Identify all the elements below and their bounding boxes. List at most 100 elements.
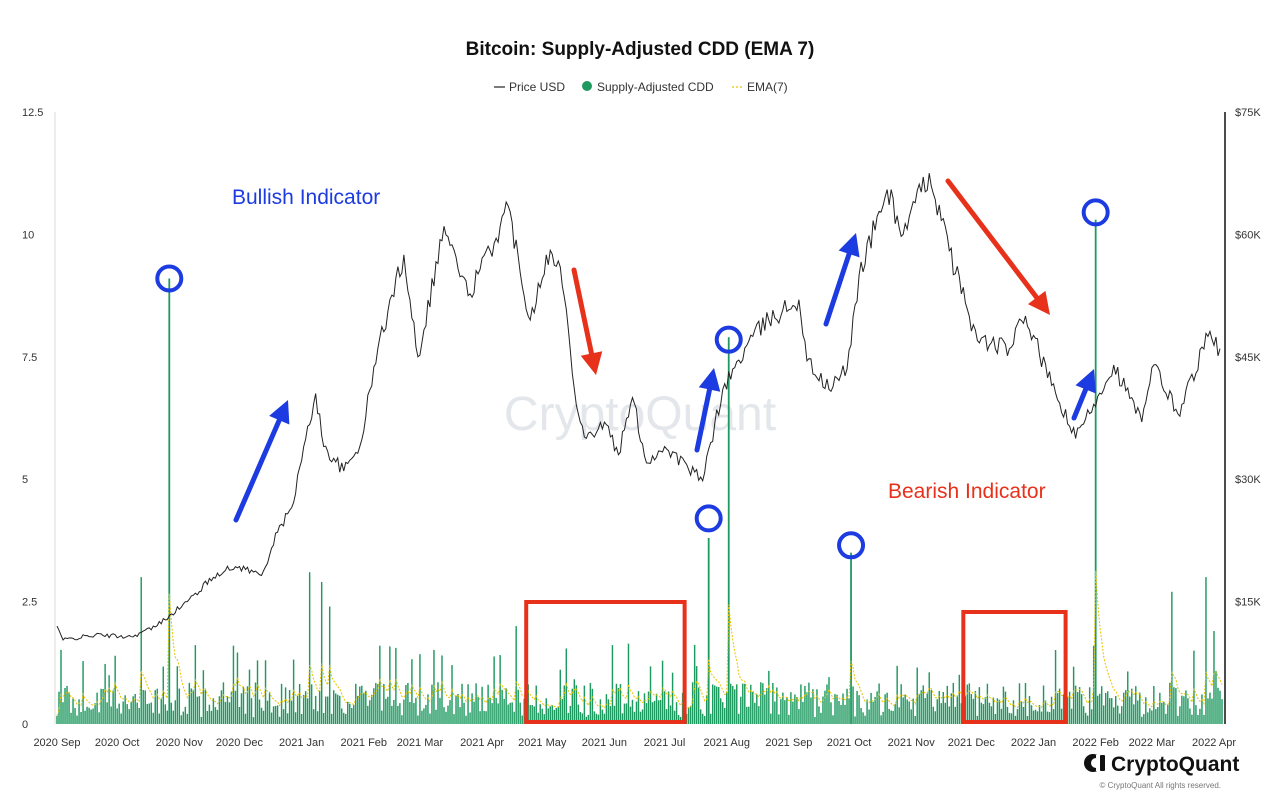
cdd-bar	[1175, 688, 1177, 724]
bullish-arrow	[1071, 369, 1096, 421]
cdd-bar	[874, 696, 876, 724]
cdd-bar	[621, 713, 624, 724]
cdd-bar	[142, 689, 144, 724]
cdd-bar	[832, 715, 834, 724]
legend-item-cdd[interactable]: Supply-Adjusted CDD	[582, 80, 714, 94]
cdd-bar	[980, 702, 983, 724]
cdd-bar	[758, 706, 760, 724]
cdd-bar	[655, 693, 658, 724]
cdd-bar	[90, 709, 92, 724]
cdd-bar	[298, 683, 301, 724]
cdd-bar	[435, 709, 437, 724]
bullish-arrow	[233, 400, 290, 523]
watermark: CryptoQuant	[504, 388, 776, 441]
cdd-bar	[1135, 686, 1137, 724]
cdd-bar	[387, 696, 389, 724]
cdd-bar	[1082, 706, 1085, 724]
cdd-bar	[1177, 715, 1179, 724]
cdd-bar	[369, 700, 371, 724]
cdd-bar	[866, 699, 868, 724]
right-tick-label: $75K	[1235, 107, 1261, 119]
cdd-bar	[332, 690, 335, 724]
legend-item-ema[interactable]: EMA(7)	[732, 80, 788, 94]
x-tick-label: 2021 May	[518, 737, 567, 749]
cdd-bar	[703, 715, 706, 724]
cdd-bar	[266, 700, 269, 724]
cdd-bar	[653, 700, 656, 724]
cdd-bar	[180, 715, 183, 724]
cdd-bar	[1123, 692, 1125, 724]
cdd-bar	[1040, 711, 1043, 724]
cdd-bar	[260, 707, 263, 724]
cdd-bar	[509, 702, 511, 724]
cdd-bar	[1050, 696, 1053, 724]
cdd-bar	[697, 687, 700, 724]
cdd-bar	[635, 701, 638, 724]
cdd-bar	[431, 684, 433, 724]
legend-cdd-marker	[582, 81, 592, 91]
legend-item-price[interactable]: Price USD	[494, 80, 565, 94]
cdd-bar	[583, 685, 586, 724]
cdd-bar	[1060, 708, 1063, 724]
cdd-bar	[717, 687, 720, 724]
cdd-bar	[74, 708, 76, 724]
cdd-bar	[276, 705, 279, 724]
cdd-bar	[740, 696, 742, 724]
cdd-bar	[443, 707, 445, 724]
cdd-bar	[475, 683, 477, 724]
cdd-bar	[254, 682, 257, 724]
cdd-bar	[543, 714, 545, 724]
cdd-bar	[294, 712, 297, 724]
cdd-bar	[353, 704, 355, 724]
cdd-bar	[1066, 696, 1069, 724]
cdd-bar	[956, 695, 959, 724]
cdd-bar	[900, 684, 902, 724]
cdd-bar	[1209, 692, 1211, 724]
highlight-box	[524, 600, 687, 724]
cdd-bar	[1092, 645, 1095, 724]
cdd-bar	[272, 706, 275, 724]
cdd-bar	[377, 684, 379, 724]
cdd-bar	[748, 706, 750, 724]
cdd-bar	[351, 707, 353, 724]
cdd-bar	[312, 709, 315, 724]
cdd-bar	[192, 689, 195, 724]
cdd-bar	[892, 710, 894, 724]
cdd-bar	[166, 710, 168, 724]
cdd-bar	[447, 705, 449, 724]
cdd-bar	[395, 647, 397, 724]
cdd-bar	[599, 699, 602, 724]
cdd-bar	[399, 703, 401, 724]
cdd-bar	[421, 710, 423, 724]
cdd-bar	[60, 649, 62, 724]
cdd-bar	[643, 693, 646, 724]
cdd-bar	[1072, 666, 1075, 724]
cdd-bar	[521, 715, 523, 724]
highlight-circle	[1081, 198, 1110, 227]
cdd-bar	[1217, 687, 1219, 724]
x-tick-label: 2020 Nov	[156, 737, 204, 749]
highlight-circle	[714, 325, 743, 354]
cdd-bar	[1034, 709, 1037, 724]
cdd-bar	[110, 706, 112, 724]
cdd-bar	[730, 683, 732, 724]
cdd-bar	[798, 709, 800, 724]
cdd-bar	[563, 685, 566, 724]
legend-cdd-label: Supply-Adjusted CDD	[597, 80, 714, 94]
cdd-bar	[1074, 685, 1077, 724]
cdd-bar	[304, 691, 307, 724]
cdd-bar	[1094, 219, 1097, 724]
cdd-bar	[423, 708, 425, 724]
cdd-bar	[808, 682, 810, 724]
cdd-bar	[1133, 704, 1135, 724]
cdd-bar	[709, 713, 712, 724]
cdd-bar	[754, 702, 756, 724]
bearish-arrow	[571, 267, 603, 375]
bullish-arrow	[823, 233, 860, 327]
cdd-bar	[252, 717, 255, 724]
cdd-bar	[457, 694, 459, 724]
cdd-bar	[409, 702, 411, 724]
cdd-bar	[850, 552, 852, 724]
cdd-bar	[1211, 698, 1213, 724]
cdd-bar	[1108, 698, 1111, 724]
